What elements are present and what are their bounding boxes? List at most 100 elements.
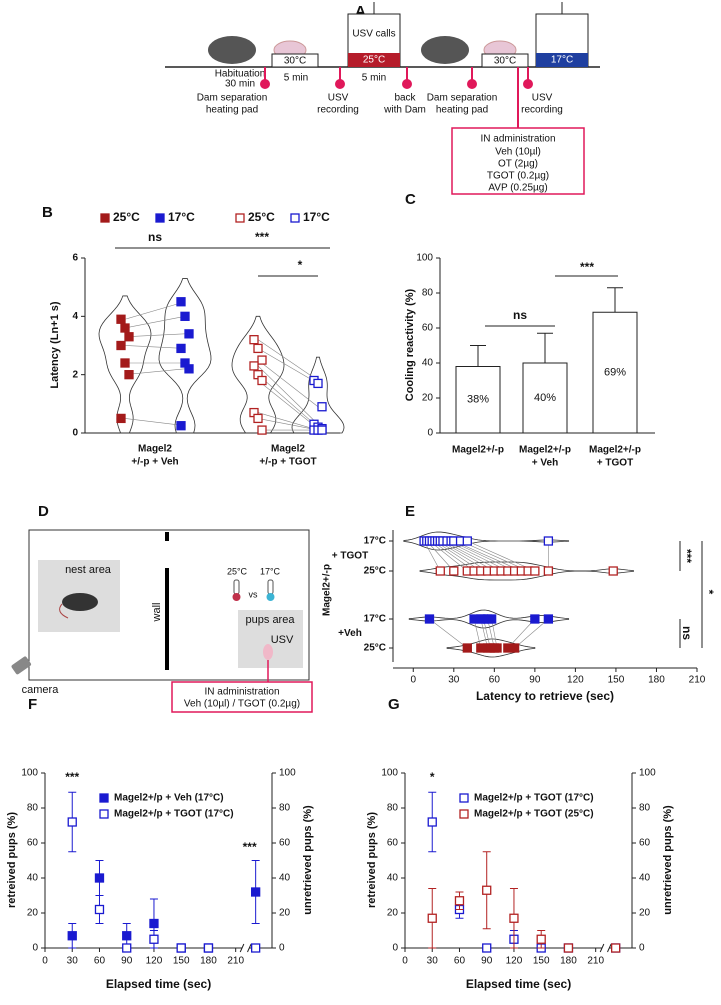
x-tick-label: Magel2 xyxy=(138,444,172,455)
x-tick-label: 0 xyxy=(402,956,408,967)
point xyxy=(122,943,132,953)
step: USV xyxy=(532,93,553,104)
x-tick-label: + Veh xyxy=(532,458,558,469)
pair-line xyxy=(507,618,536,649)
pair-line xyxy=(124,333,186,338)
y-tick-label: 80 xyxy=(387,803,399,814)
x-tick-label: 210 xyxy=(587,956,604,967)
violin xyxy=(408,609,570,629)
point xyxy=(180,311,190,321)
pair-line xyxy=(257,359,319,407)
y-tick-label: 17°C xyxy=(364,536,386,547)
mouse-icon xyxy=(208,36,256,64)
point xyxy=(100,213,110,223)
point xyxy=(249,335,259,345)
panel-a: A 30°C USV calls 25°C 30°C 17°C Habituat… xyxy=(165,2,600,195)
point xyxy=(563,943,574,953)
x-tick-label: + TGOT xyxy=(597,458,633,469)
y-axis-label: Latency (Ln+1 s) xyxy=(49,301,61,388)
pair-line xyxy=(257,380,319,429)
y-tick-label: 20 xyxy=(27,908,39,919)
point xyxy=(611,943,621,953)
y-axis-label: Cooling reactivity (%) xyxy=(404,288,416,401)
pair-line xyxy=(434,540,481,572)
y-axis-label: retreived pups (%) xyxy=(6,812,18,908)
y2-tick-label: 80 xyxy=(639,803,651,814)
violin xyxy=(158,278,212,434)
group-title: Magel2+/-p xyxy=(322,564,333,616)
point xyxy=(124,332,134,342)
value-label: 38% xyxy=(467,394,489,406)
y-tick-label: 6 xyxy=(72,253,78,264)
bar xyxy=(592,311,638,434)
x-tick-label: 150 xyxy=(533,956,550,967)
point xyxy=(120,323,130,333)
heating-pad xyxy=(271,53,319,68)
y-tick-label: 20 xyxy=(387,908,399,919)
point xyxy=(184,364,194,374)
point xyxy=(94,873,105,883)
temperature: 25°C xyxy=(227,566,248,576)
point xyxy=(462,536,472,546)
pair-line xyxy=(257,339,319,381)
x-tick-label: 210 xyxy=(689,675,706,686)
annotation: * xyxy=(702,590,716,595)
point xyxy=(543,614,554,624)
point xyxy=(543,566,554,576)
dose: AVP (0.25µg) xyxy=(488,183,547,194)
legend-swatch xyxy=(99,809,109,819)
x-tick-label: 120 xyxy=(146,956,163,967)
x-axis-label: Elapsed time (sec) xyxy=(106,977,211,991)
step: back xyxy=(394,93,416,104)
pair-line xyxy=(426,540,455,572)
annotation: *** xyxy=(680,549,694,563)
point xyxy=(317,402,327,412)
point xyxy=(176,297,186,307)
point xyxy=(203,943,214,953)
panel-letter: G xyxy=(388,696,400,713)
violin xyxy=(291,356,345,434)
y-tick-label: 0 xyxy=(392,943,398,954)
point xyxy=(124,370,134,380)
x-tick-label: 90 xyxy=(121,956,133,967)
step: recording xyxy=(317,105,359,116)
x-tick-label: 150 xyxy=(608,675,625,686)
pup-icon xyxy=(263,644,273,660)
legend-label: 17°C xyxy=(168,210,195,224)
annotation: *** xyxy=(580,260,594,274)
axis-break xyxy=(607,943,612,953)
temperature: 30°C xyxy=(494,56,516,67)
pair-line xyxy=(437,540,488,572)
x-tick-label: 60 xyxy=(454,956,466,967)
chamber-label: USV calls xyxy=(352,29,395,40)
pair-line xyxy=(423,540,441,572)
point xyxy=(509,913,519,923)
x-tick-label: +/-p + Veh xyxy=(131,457,178,468)
point xyxy=(184,329,194,339)
axis-break xyxy=(247,943,252,953)
y2-tick-label: 100 xyxy=(279,768,296,779)
x-tick-label: 0 xyxy=(410,675,416,686)
y-tick-label: 40 xyxy=(422,358,434,369)
point xyxy=(536,934,546,944)
y2-tick-label: 20 xyxy=(639,908,651,919)
point xyxy=(313,378,323,389)
x-axis-label: Latency to retrieve (sec) xyxy=(476,689,614,703)
point xyxy=(530,566,540,576)
legend-swatch xyxy=(99,793,109,803)
pair-line xyxy=(257,348,319,384)
dose: OT (2µg) xyxy=(498,159,538,170)
y-tick-label: 60 xyxy=(27,838,39,849)
pair-line xyxy=(257,365,319,425)
point xyxy=(116,413,126,424)
step: heating pad xyxy=(206,105,258,116)
y-tick-label: 100 xyxy=(381,768,398,779)
pair-line xyxy=(446,540,508,572)
x-tick-label: 180 xyxy=(560,956,577,967)
x-tick-label: 60 xyxy=(489,675,501,686)
temperature: 17°C xyxy=(260,566,281,576)
versus: vs xyxy=(249,589,259,599)
x-axis-label: Elapsed time (sec) xyxy=(466,977,571,991)
pair-line xyxy=(440,540,495,572)
x-tick-label: 30 xyxy=(67,956,79,967)
